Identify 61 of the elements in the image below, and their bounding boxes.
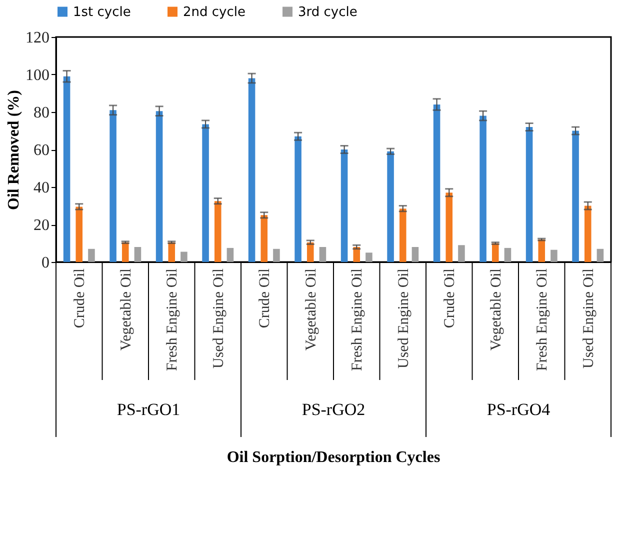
bar — [122, 242, 129, 262]
bar — [596, 248, 604, 262]
text: PS-rGO1 — [116, 400, 180, 419]
bar — [458, 245, 465, 262]
bar — [504, 248, 512, 262]
y-tick-label: 80 — [34, 104, 50, 122]
bar — [168, 242, 176, 262]
y-tick-label: 40 — [34, 180, 50, 196]
x-tick-label: Crude Oil — [72, 268, 88, 328]
bar — [202, 124, 209, 262]
legend-label: 2nd cycle — [183, 4, 246, 20]
legend-label: 3rd cycle — [298, 4, 358, 20]
y-tick-label: 100 — [26, 67, 50, 84]
bar — [63, 76, 70, 262]
bar — [433, 104, 440, 262]
y-tick-label: 0 — [42, 254, 50, 272]
x-tick-label: Used Engine Oil — [580, 268, 597, 368]
bar — [412, 247, 419, 262]
bar — [480, 116, 486, 262]
x-tick-label: Crude Oil — [442, 268, 458, 328]
x-tick-label: Vegetable Oil — [118, 268, 134, 351]
y-tick-label: 20 — [34, 217, 50, 234]
text: PS-rGO2 — [302, 400, 366, 419]
bar — [134, 247, 142, 262]
bar — [584, 206, 592, 262]
y-tick-label: 60 — [34, 142, 50, 159]
bar — [76, 206, 83, 262]
bar — [550, 250, 558, 262]
bar — [180, 252, 188, 262]
bar — [387, 151, 394, 262]
bar — [273, 248, 280, 262]
y-axis-title: Oil Removed (%) — [6, 90, 22, 210]
bar — [340, 150, 348, 262]
bar — [446, 192, 453, 262]
x-tick-label: Fresh Engine Oil — [164, 268, 181, 371]
x-tick-label: Used Engine Oil — [396, 268, 412, 368]
text: PS-rGO4 — [486, 400, 551, 419]
bar — [492, 243, 499, 262]
bar — [214, 201, 222, 262]
bar — [248, 78, 256, 262]
bar — [526, 127, 533, 262]
bar — [319, 247, 326, 262]
bar — [572, 130, 579, 262]
legend-label: 1st cycle — [73, 4, 131, 20]
x-tick-label: Fresh Engine Oil — [350, 268, 366, 371]
y-tick-label: 120 — [26, 30, 50, 46]
bar — [366, 252, 372, 262]
bar — [88, 248, 95, 262]
bar — [156, 111, 163, 262]
bar — [399, 208, 406, 262]
x-tick-label: Fresh Engine Oil — [534, 268, 551, 371]
bar — [110, 110, 116, 262]
x-tick-label: Crude Oil — [257, 268, 274, 328]
x-tick-label: Vegetable Oil — [488, 268, 504, 351]
bar — [538, 240, 546, 262]
x-tick-label: Used Engine Oil — [210, 268, 227, 368]
x-axis-title: Oil Sorption/Desorption Cycles — [226, 449, 440, 466]
x-tick-label: Vegetable Oil — [303, 268, 320, 351]
bar — [294, 136, 302, 262]
bar — [260, 215, 268, 262]
bar — [226, 248, 234, 262]
